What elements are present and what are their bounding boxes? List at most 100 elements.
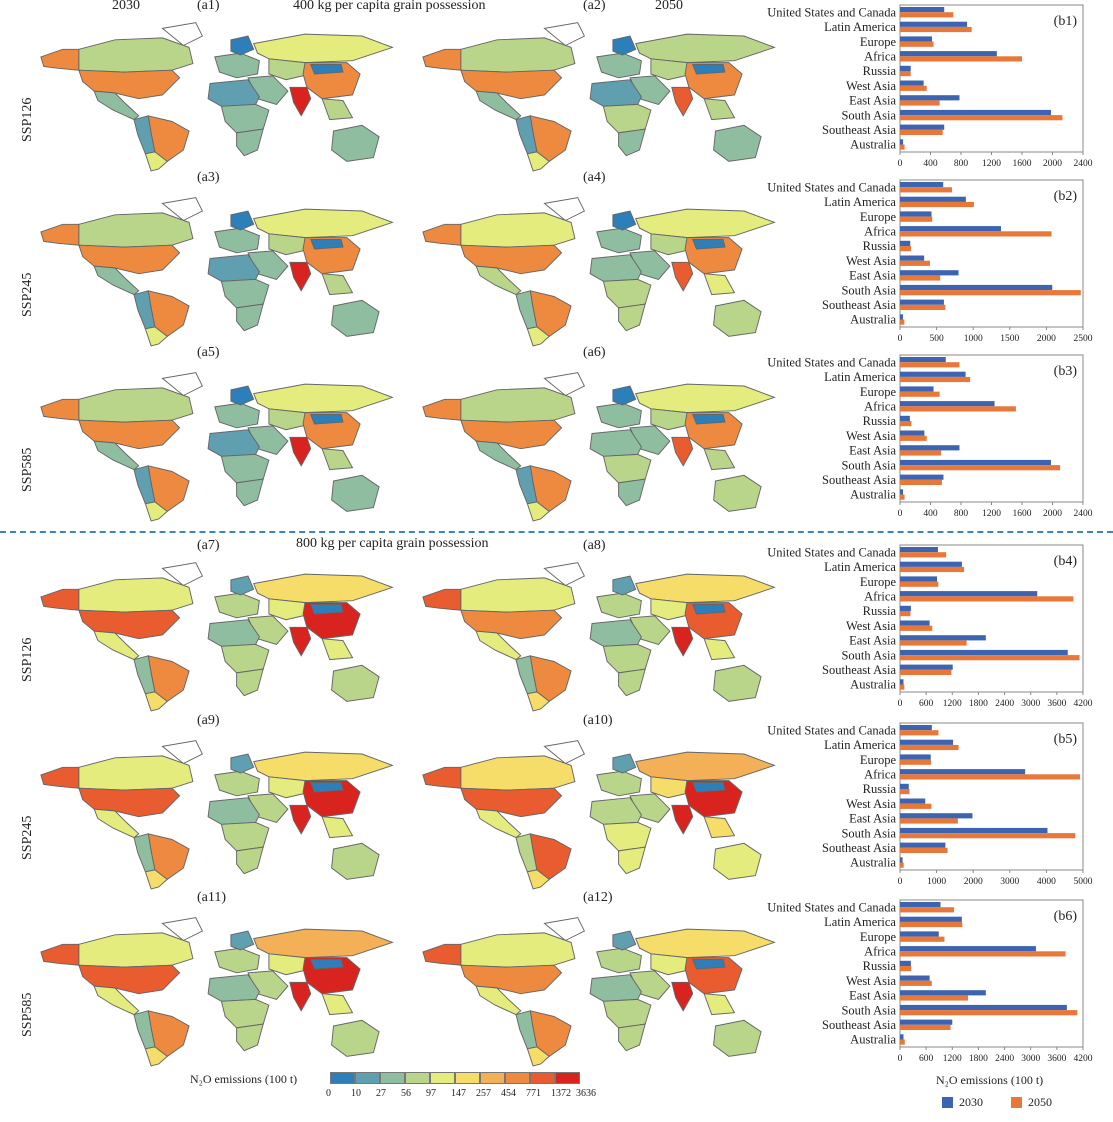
bar-2050 (900, 833, 1076, 839)
region-se-asia (321, 816, 354, 839)
category-label: Russia (863, 64, 897, 78)
bar-2050 (900, 231, 1052, 237)
region-s-cone (526, 869, 550, 890)
region-europe (596, 770, 642, 797)
region-usa (460, 964, 563, 995)
region-canada (460, 212, 576, 248)
map-panel-label: (a8) (583, 538, 606, 553)
bar-2030 (900, 139, 904, 145)
greenland-outline (161, 917, 204, 942)
legend-label-2030: 2030 (959, 1095, 983, 1109)
bar-2050 (900, 611, 911, 617)
category-label: Australia (850, 313, 896, 327)
map-panel-label: (a3) (197, 170, 220, 185)
region-canada (460, 37, 576, 73)
category-label: Australia (850, 856, 896, 870)
region-scandinavia (612, 575, 637, 596)
region-mongolia (691, 959, 726, 970)
bar-2030 (900, 430, 925, 436)
region-s-cone (526, 1046, 550, 1067)
legend-swatch (405, 1072, 430, 1084)
category-label: United States and Canada (767, 545, 896, 559)
region-mexico (93, 985, 140, 1016)
region-se-asia (321, 993, 354, 1016)
region-s-africa (618, 478, 646, 507)
bar-2050 (900, 566, 965, 573)
region-s-cone (526, 691, 550, 712)
bar-2050 (900, 304, 946, 310)
category-label: Australia (850, 1033, 896, 1047)
region-c-africa (602, 998, 652, 1029)
region-australia (713, 842, 762, 880)
region-canada (460, 755, 576, 791)
x-tick-label: 3600 (1047, 1054, 1066, 1064)
bar-2030 (900, 211, 932, 217)
region-australia (713, 664, 762, 702)
x-tick-label: 1800 (969, 1054, 988, 1064)
region-s-africa (236, 303, 264, 332)
region-india (671, 804, 694, 835)
bar-2030 (900, 576, 938, 582)
world-map (40, 917, 394, 1067)
bar-2030 (900, 635, 986, 641)
region-india (671, 86, 694, 117)
bar-2030 (900, 754, 931, 760)
bar-2050 (900, 362, 960, 368)
bar-2050 (900, 552, 947, 558)
map-legend-title: N₂O emissions (100 t) (190, 1072, 298, 1086)
x-tick-label: 0 (898, 877, 903, 887)
region-mexico (93, 630, 140, 661)
category-label: East Asia (849, 269, 896, 283)
x-tick-label: 0 (898, 334, 903, 344)
bar-2050 (900, 275, 941, 281)
region-mongolia (309, 239, 344, 250)
legend-swatch (430, 1072, 455, 1084)
region-scandinavia (230, 753, 255, 774)
map-panel-label: (a6) (583, 345, 606, 360)
bar-2030 (900, 769, 1026, 775)
scenario-label: SSP245 (20, 815, 35, 860)
region-europe (214, 770, 260, 797)
bar-2030 (900, 1019, 953, 1025)
region-s-cone (526, 151, 550, 172)
legend-swatch-2030 (942, 1097, 953, 1108)
legend-tick-label: 97 (426, 1088, 436, 1099)
x-tick-label: 2000 (1037, 334, 1056, 344)
bar-2030 (900, 1034, 904, 1040)
bar-2050 (900, 921, 963, 928)
plot-frame (899, 179, 1084, 328)
bar-2050 (900, 684, 905, 690)
region-canada (78, 577, 194, 613)
region-s-cone (144, 691, 168, 712)
bar-2030 (900, 561, 962, 567)
region-usa (460, 787, 563, 818)
bar-2050 (900, 759, 932, 765)
region-mongolia (309, 959, 344, 970)
category-label: Latin America (824, 738, 896, 752)
region-australia (331, 1019, 380, 1057)
category-label: Latin America (824, 915, 896, 929)
region-australia (331, 474, 380, 512)
region-india (671, 436, 694, 467)
bar-2050 (900, 669, 952, 675)
scenario-label: SSP585 (20, 447, 35, 492)
region-india (671, 981, 694, 1012)
world-map (40, 740, 394, 890)
greenland-outline (543, 22, 586, 47)
region-se-asia (321, 638, 354, 661)
category-label: Europe (860, 35, 897, 49)
bar-2030 (900, 474, 944, 480)
plot-frame (899, 544, 1084, 693)
region-india (289, 261, 312, 292)
x-tick-label: 2000 (964, 877, 983, 887)
region-alaska (40, 398, 80, 421)
x-tick-label: 500 (929, 334, 944, 344)
bar-2050 (900, 818, 958, 824)
region-c-africa (220, 103, 270, 134)
bar-2030 (900, 1004, 1067, 1011)
greenland-outline (161, 22, 204, 47)
